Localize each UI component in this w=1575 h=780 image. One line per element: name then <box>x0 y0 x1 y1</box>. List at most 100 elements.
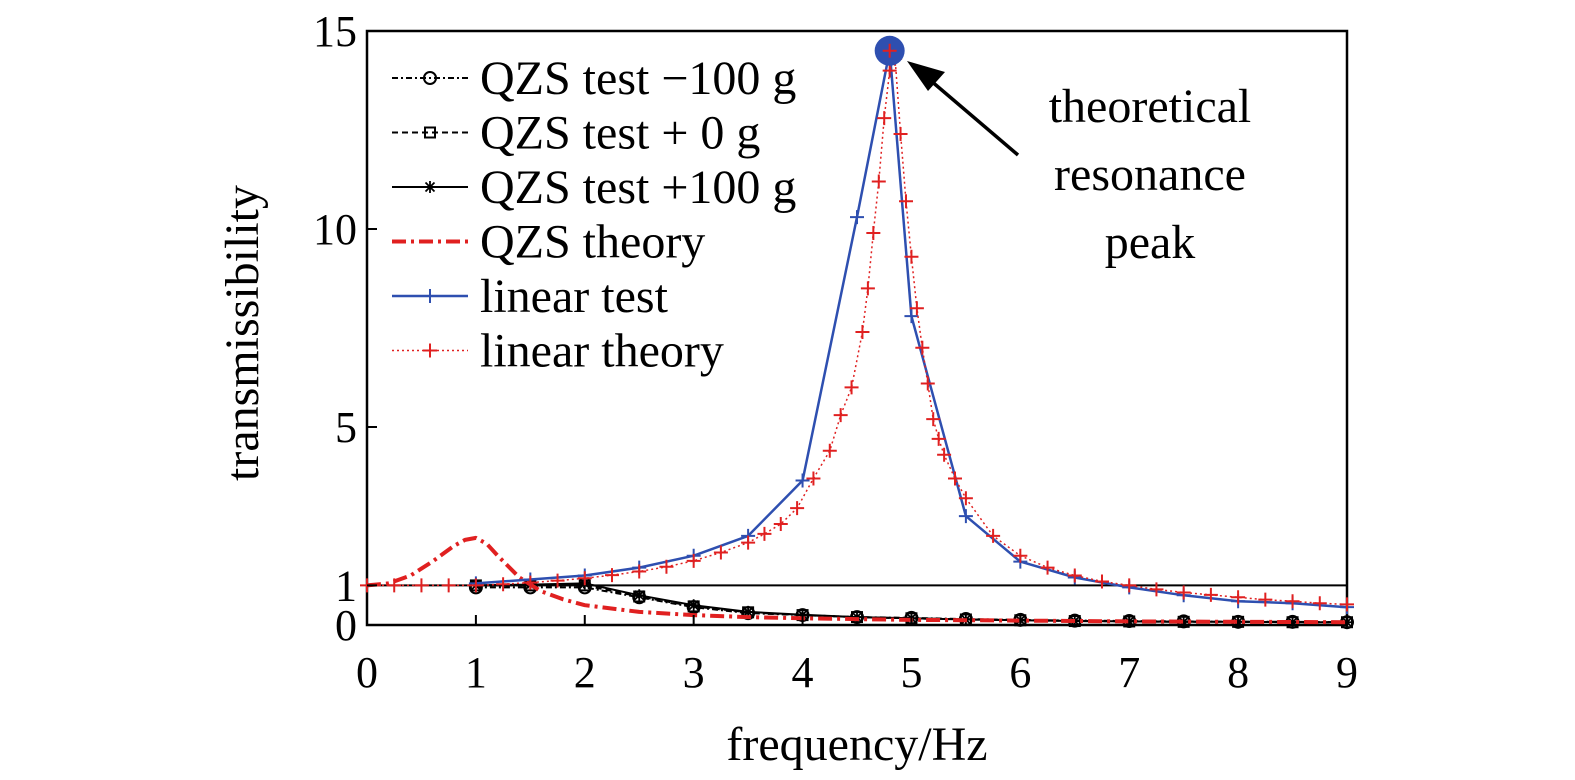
data-point <box>741 535 756 550</box>
data-point <box>1067 568 1082 583</box>
data-point <box>1177 615 1190 628</box>
series-3 <box>366 535 1348 625</box>
data-point <box>806 471 821 486</box>
y-tick-label: 0 <box>335 601 357 650</box>
data-point <box>855 324 870 339</box>
annotation-line-2: resonance <box>1054 148 1246 201</box>
data-point <box>1176 585 1191 600</box>
legend-label: QZS theory <box>480 216 705 269</box>
data-point <box>1122 578 1137 593</box>
data-point <box>871 174 886 189</box>
data-point <box>742 605 755 618</box>
data-point <box>1231 590 1246 605</box>
y-tick-label: 5 <box>335 403 357 452</box>
data-point <box>882 63 897 78</box>
data-point <box>915 340 930 355</box>
series-line <box>475 49 1348 609</box>
data-point <box>909 301 924 316</box>
resonance-peak-point <box>882 43 897 58</box>
data-point <box>958 509 973 524</box>
data-point <box>687 599 700 612</box>
data-point <box>686 553 701 568</box>
data-point <box>920 376 935 391</box>
legend-item: linear test <box>392 270 669 323</box>
data-point <box>441 578 456 593</box>
data-point <box>757 526 772 541</box>
legend-label: QZS test +100 g <box>480 161 796 214</box>
x-tick-label: 7 <box>1118 648 1140 697</box>
data-point <box>414 578 429 593</box>
data-point <box>1258 592 1273 607</box>
legend-label: QZS test + 0 g <box>480 107 760 160</box>
data-point <box>632 564 647 579</box>
data-point <box>851 611 863 624</box>
plot-frame <box>365 29 1349 627</box>
legend-marker <box>424 126 436 139</box>
legend-label: linear test <box>480 270 669 323</box>
x-tick-label: 3 <box>683 648 705 697</box>
annotation-line-3: peak <box>1105 216 1196 269</box>
legend-item: QZS test + 0 g <box>392 107 760 160</box>
y-tick-label: 1 <box>335 561 357 610</box>
data-point <box>1013 548 1028 563</box>
x-axis-title: frequency/Hz <box>726 718 987 771</box>
data-point <box>1285 594 1300 609</box>
data-point <box>1040 560 1055 575</box>
data-point <box>577 571 592 586</box>
data-point <box>605 568 619 583</box>
series-5 <box>360 51 1354 612</box>
annotation-arrow-head <box>907 61 945 91</box>
data-point <box>1203 587 1218 602</box>
x-tick-label: 5 <box>900 648 922 697</box>
x-tick-label: 6 <box>1009 648 1031 697</box>
data-point <box>1149 582 1164 597</box>
legend-marker <box>423 289 437 303</box>
y-axis-title: transmissibility <box>216 185 269 481</box>
data-point <box>822 443 837 458</box>
data-point <box>1340 597 1354 612</box>
data-point <box>633 589 646 602</box>
legend-label: QZS test −100 g <box>480 52 796 105</box>
data-point <box>833 408 848 423</box>
series-line <box>475 584 1347 624</box>
data-point <box>904 249 919 264</box>
x-axis-ticks: 0 1 2 3 4 5 6 7 8 9 <box>356 615 1358 697</box>
data-point <box>790 501 805 516</box>
legend-item: QZS test +100 g <box>392 161 796 214</box>
data-point <box>795 473 810 488</box>
x-tick-label: 2 <box>574 648 596 697</box>
y-tick-label: 10 <box>313 205 357 254</box>
series-line <box>366 535 1348 625</box>
data-point <box>937 447 952 462</box>
data-point <box>387 578 402 593</box>
annotation-arrow-shaft <box>928 78 1020 157</box>
x-tick-label: 0 <box>356 648 378 697</box>
annotation-line-1: theoretical <box>1049 80 1252 133</box>
legend-marker <box>423 71 437 85</box>
data-point <box>1286 616 1299 629</box>
x-tick-label: 4 <box>792 648 814 697</box>
legend-marker <box>423 343 437 358</box>
data-point <box>496 577 511 592</box>
data-point <box>773 517 788 532</box>
data-point <box>986 528 1001 543</box>
resonance-peak-annotation: theoretical resonance peak <box>874 35 1252 269</box>
data-point <box>893 126 908 141</box>
data-point <box>468 578 483 593</box>
data-point <box>1312 596 1327 611</box>
data-point <box>659 559 674 574</box>
legend-label: linear theory <box>480 325 724 378</box>
data-point <box>877 111 892 126</box>
data-point <box>850 210 864 225</box>
data-point <box>523 575 538 590</box>
x-tick-label: 1 <box>465 648 487 697</box>
data-point <box>958 491 973 506</box>
data-point <box>904 309 919 324</box>
data-point <box>844 380 859 395</box>
y-tick-label: 15 <box>313 7 357 56</box>
legend-item: linear theory <box>392 325 724 378</box>
x-tick-label: 8 <box>1227 648 1249 697</box>
